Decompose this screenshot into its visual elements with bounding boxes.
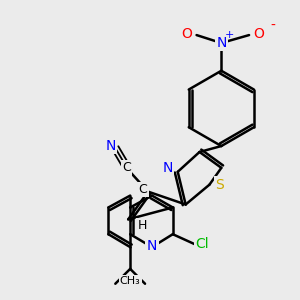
Text: C: C: [139, 183, 147, 196]
Text: N: N: [216, 36, 226, 50]
Text: -: -: [270, 19, 275, 33]
Text: S: S: [215, 178, 224, 192]
Text: N: N: [163, 161, 173, 175]
Text: C: C: [122, 161, 130, 174]
Text: O: O: [181, 27, 192, 41]
Text: O: O: [254, 27, 264, 41]
Text: +: +: [225, 30, 234, 40]
Text: CH₃: CH₃: [120, 276, 141, 286]
Text: N: N: [147, 239, 157, 253]
Text: H: H: [137, 219, 147, 232]
Text: N: N: [105, 139, 116, 153]
Text: Cl: Cl: [196, 237, 209, 251]
